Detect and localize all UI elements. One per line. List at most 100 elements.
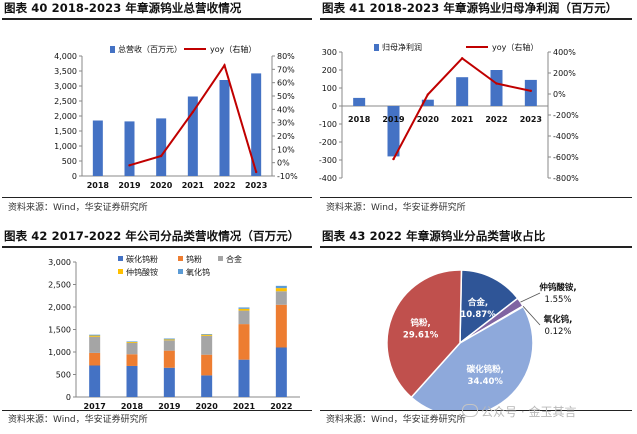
category-label: 2023 <box>245 181 267 190</box>
left-tick-label: 4,000 <box>54 52 77 61</box>
stack-钨粉-2017 <box>89 352 101 366</box>
left-tick-label: -200 <box>319 138 337 147</box>
left-tick-label: 2,500 <box>48 281 71 290</box>
legend-label-line: yoy（右轴） <box>210 44 256 54</box>
category-label: 2019 <box>118 181 141 190</box>
right-tick-label: -800% <box>553 174 579 183</box>
stack-氧化钨-2018 <box>126 341 138 343</box>
chart-c41: -400 -300 -200 -100 0 100 200 300 -800% -600% -400… <box>319 42 579 183</box>
left-tick-label: 3,500 <box>54 67 77 76</box>
stack-碳化钨粉-2021 <box>238 359 250 397</box>
pie-label-name: 氧化钨, <box>543 314 573 325</box>
category-label: 2022 <box>270 402 292 410</box>
pie-label-value: 34.40% <box>468 377 504 387</box>
stack-氧化钨-2017 <box>89 334 101 336</box>
bar-2023 <box>251 73 262 176</box>
stack-氧化钨-2021 <box>238 307 250 309</box>
left-tick-label: 500 <box>62 157 77 166</box>
bar-2022 <box>219 80 230 176</box>
legend-label-bar: 总营收（百万元） <box>118 44 182 54</box>
legend-swatch <box>118 256 123 261</box>
category-label: 2022 <box>213 181 235 190</box>
category-label: 2020 <box>196 402 219 410</box>
pie-label-value: 10.87% <box>460 310 496 320</box>
stack-钨粉-2020 <box>201 354 213 376</box>
right-tick-label: 200% <box>553 69 576 78</box>
right-tick-label: 50% <box>277 92 295 101</box>
category-label: 2020 <box>417 115 440 124</box>
left-tick-label: 1,500 <box>54 127 77 136</box>
legend-swatch-bar <box>374 44 379 51</box>
pie-label-name: 合金, <box>467 297 488 308</box>
title-rule <box>2 18 312 20</box>
source-note: 资料来源：Wind，华安证券研究所 <box>8 203 148 213</box>
left-tick-label: -100 <box>319 120 337 129</box>
legend-label: 仲钨酸铵 <box>126 267 158 277</box>
category-label: 2021 <box>182 181 205 190</box>
stack-碳化钨粉-2017 <box>89 365 101 397</box>
stack-钨粉-2018 <box>126 354 138 366</box>
left-tick-label: 0 <box>66 393 71 402</box>
legend-label: 合金 <box>226 254 242 264</box>
watermark-text: 公众号 · 金玉其言 <box>481 405 577 419</box>
left-tick-label: 200 <box>322 66 337 75</box>
stack-钨粉-2022 <box>275 304 287 348</box>
pie-label-name: 碳化钨粉, <box>467 364 504 375</box>
right-tick-label: -400% <box>553 132 579 141</box>
right-tick-label: -10% <box>277 172 298 181</box>
source-note: 资料来源：Wind，华安证券研究所 <box>326 415 466 425</box>
stack-钨粉-2021 <box>238 324 250 360</box>
footer-rule <box>2 197 312 198</box>
pie-slice-钨粉 <box>386 269 463 399</box>
left-tick-label: 100 <box>322 84 337 93</box>
pie-label-value: 29.61% <box>403 330 439 340</box>
legend-label-bar: 归母净利润 <box>382 42 422 52</box>
right-tick-label: 0% <box>277 159 290 168</box>
right-tick-label: -200% <box>553 111 579 120</box>
yoy-point-2019 <box>392 157 395 161</box>
category-label: 2020 <box>150 181 173 190</box>
yoy-point-2023 <box>529 89 533 93</box>
yoy-line <box>392 56 532 160</box>
chart-c42: 0 500 1,000 1,500 2,000 2,500 3,000 2017 2018 201… <box>48 254 300 410</box>
stack-仲钨酸铵-2017 <box>89 335 101 337</box>
chart-panel-43: 图表 43 2022 年章源钨业分品类营收占比 合金, 10.87% 钨粉, 29.6… <box>318 228 637 434</box>
footer-rule <box>320 197 632 198</box>
legend-swatch-bar <box>110 46 115 53</box>
pie-leader-line <box>520 292 541 303</box>
legend-swatch <box>218 256 223 261</box>
chart-c40: 0 500 1,000 1,500 2,000 2,500 3,000 3,500 4,000 -… <box>54 44 298 190</box>
right-tick-label: 40% <box>277 105 295 114</box>
stack-钨粉-2019 <box>163 350 175 368</box>
bar-2019 <box>124 121 135 176</box>
stack-合金-2017 <box>89 336 101 353</box>
source-note: 资料来源：Wind，华安证券研究所 <box>326 203 466 213</box>
pie-leader-line <box>522 306 541 326</box>
legend-swatch <box>118 269 123 274</box>
left-tick-label: 3,000 <box>48 258 71 267</box>
stack-碳化钨粉-2022 <box>275 347 287 397</box>
stack-仲钨酸铵-2022 <box>275 288 287 292</box>
category-label: 2019 <box>158 402 181 410</box>
chart-title: 图表 41 2018-2023 年章源钨业归母净利润（百万元） <box>322 1 618 15</box>
right-tick-label: 30% <box>277 119 295 128</box>
left-tick-label: 0 <box>72 172 77 181</box>
stack-氧化钨-2019 <box>163 338 175 340</box>
chart-title: 图表 42 2017-2022 年公司分品类营收情况（百万元） <box>4 229 300 243</box>
stack-仲钨酸铵-2018 <box>126 342 138 343</box>
right-tick-label: 10% <box>277 145 295 154</box>
pie-slice-碳化钨粉 <box>410 305 534 410</box>
right-tick-label: 400% <box>553 48 576 57</box>
bar-2018 <box>353 97 366 106</box>
category-label: 2021 <box>451 115 474 124</box>
left-tick-label: 3,000 <box>54 82 77 91</box>
chart-panel-42: 图表 42 2017-2022 年公司分品类营收情况（百万元） 0 500 1,00… <box>0 228 318 434</box>
bar-2018 <box>92 120 103 176</box>
stack-碳化钨粉-2018 <box>126 365 138 397</box>
pie-label-name: 钨粉, <box>410 317 430 328</box>
category-label: 2018 <box>121 402 144 410</box>
title-rule <box>320 18 632 20</box>
stack-合金-2021 <box>238 310 250 325</box>
left-tick-label: -400 <box>319 174 337 183</box>
category-label: 2017 <box>84 402 106 410</box>
